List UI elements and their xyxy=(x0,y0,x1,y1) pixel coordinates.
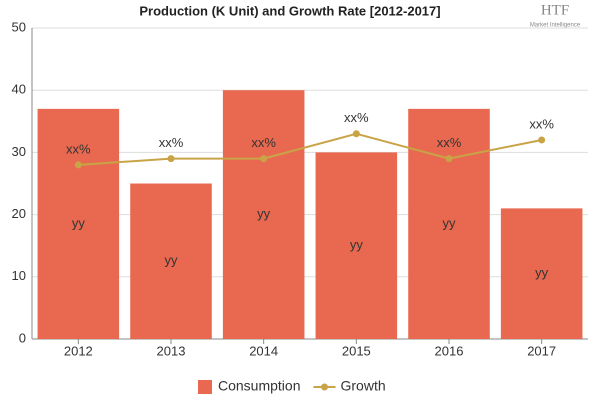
bar xyxy=(408,108,490,339)
x-tick-label: 2013 xyxy=(157,343,186,358)
x-tick-label: 2014 xyxy=(249,343,278,358)
point-label: xx% xyxy=(437,135,462,150)
bar xyxy=(222,90,305,339)
y-tick-label: 0 xyxy=(19,330,26,345)
point xyxy=(74,161,82,169)
x-tick-label: 2017 xyxy=(527,343,556,358)
point xyxy=(167,155,175,163)
logo-text: HTF xyxy=(541,2,569,18)
point xyxy=(260,155,268,163)
bar xyxy=(37,108,120,339)
point xyxy=(352,130,360,138)
bar-label: yy xyxy=(535,265,549,280)
legend-swatch xyxy=(321,383,328,391)
legend-swatch xyxy=(198,380,212,394)
chart-title: Production (K Unit) and Growth Rate [201… xyxy=(139,3,440,18)
legend-label: Growth xyxy=(341,378,386,394)
point xyxy=(445,155,453,163)
x-tick-label: 2015 xyxy=(342,343,371,358)
x-tick-label: 2016 xyxy=(435,343,464,358)
y-tick-label: 30 xyxy=(12,144,26,159)
x-tick-label: 2012 xyxy=(64,343,93,358)
point-label: xx% xyxy=(251,135,276,150)
y-tick-label: 50 xyxy=(12,19,26,34)
y-tick-label: 10 xyxy=(12,268,26,283)
line xyxy=(78,132,542,166)
point-label: xx% xyxy=(344,110,369,125)
bar xyxy=(315,152,398,339)
point-label: xx% xyxy=(529,116,554,131)
bar-label: yy xyxy=(72,215,86,230)
logo-subtext: Market Intelligence xyxy=(530,23,581,29)
legend-label: Consumption xyxy=(218,378,301,394)
point xyxy=(538,136,546,144)
y-tick-label: 20 xyxy=(12,206,26,221)
bar-label: yy xyxy=(165,253,179,268)
bar xyxy=(500,208,583,339)
y-tick-label: 40 xyxy=(12,82,26,97)
point-label: xx% xyxy=(159,135,184,150)
bar-label: yy xyxy=(350,237,364,252)
bar xyxy=(130,183,212,339)
point-label: xx% xyxy=(66,141,91,156)
bar-label: yy xyxy=(257,206,271,221)
bar-label: yy xyxy=(443,215,457,230)
